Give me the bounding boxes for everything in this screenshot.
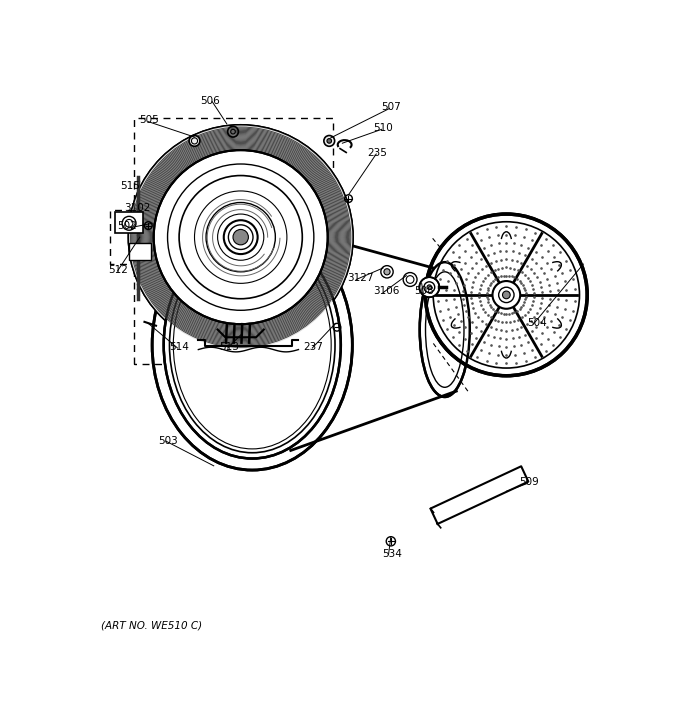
- Circle shape: [420, 277, 439, 297]
- Circle shape: [129, 125, 352, 349]
- Circle shape: [122, 216, 136, 231]
- Circle shape: [503, 291, 510, 299]
- Ellipse shape: [154, 150, 328, 324]
- Circle shape: [384, 269, 390, 275]
- Circle shape: [426, 214, 588, 376]
- Text: 513: 513: [219, 341, 239, 352]
- Circle shape: [224, 220, 258, 254]
- Circle shape: [233, 229, 248, 245]
- Text: 534: 534: [382, 549, 403, 559]
- Circle shape: [327, 138, 332, 144]
- Text: 3127: 3127: [347, 273, 373, 283]
- FancyBboxPatch shape: [115, 212, 143, 233]
- Circle shape: [427, 285, 432, 289]
- Text: 3102: 3102: [124, 203, 151, 213]
- Ellipse shape: [152, 220, 352, 470]
- Text: 507: 507: [381, 102, 401, 112]
- Ellipse shape: [129, 125, 352, 349]
- Text: 502: 502: [118, 221, 137, 231]
- Text: 508: 508: [414, 286, 434, 296]
- Text: 512: 512: [108, 265, 128, 276]
- Polygon shape: [430, 466, 528, 524]
- Text: 506: 506: [201, 96, 220, 106]
- Text: 237: 237: [303, 341, 323, 352]
- Ellipse shape: [164, 231, 341, 458]
- Text: 504: 504: [527, 318, 547, 328]
- Text: 510: 510: [373, 123, 393, 133]
- Text: 235: 235: [368, 147, 388, 157]
- Text: 514: 514: [169, 341, 189, 352]
- Circle shape: [154, 150, 328, 324]
- Circle shape: [492, 281, 520, 309]
- Circle shape: [324, 136, 335, 146]
- Text: 509: 509: [520, 477, 539, 487]
- Text: 503: 503: [158, 436, 178, 445]
- Text: 3106: 3106: [373, 286, 400, 296]
- Text: (ART NO. WE510 C): (ART NO. WE510 C): [101, 621, 202, 630]
- Circle shape: [231, 129, 235, 134]
- Ellipse shape: [420, 262, 470, 397]
- Text: 515: 515: [120, 181, 141, 191]
- FancyBboxPatch shape: [129, 244, 150, 260]
- Circle shape: [189, 136, 200, 146]
- Text: 505: 505: [139, 115, 159, 125]
